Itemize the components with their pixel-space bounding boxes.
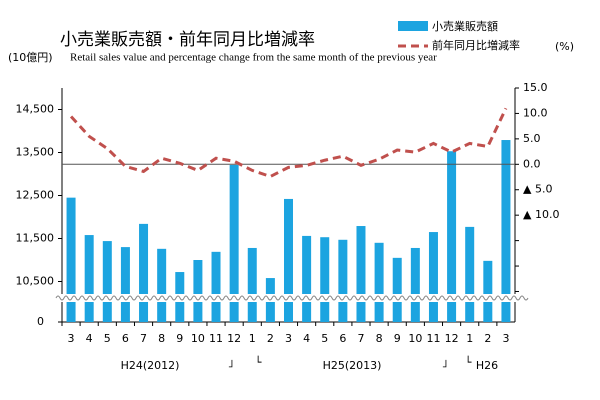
y2-tick-label: 10.0 bbox=[523, 106, 548, 119]
y-tick-label: 13,500 bbox=[16, 146, 55, 159]
x-tick-label: 8 bbox=[158, 332, 165, 345]
x-tick-label: 11 bbox=[209, 332, 223, 345]
chart-title: 小売業販売額・前年同月比増減率 bbox=[60, 30, 315, 50]
bar bbox=[84, 235, 94, 322]
x-tick-label: 7 bbox=[140, 332, 147, 345]
bar bbox=[120, 247, 130, 322]
chart-subtitle: Retail sales value and percentage change… bbox=[70, 52, 437, 64]
bar bbox=[211, 251, 221, 322]
bar bbox=[447, 151, 457, 322]
bar bbox=[465, 226, 475, 322]
x-tick-label: 8 bbox=[376, 332, 383, 345]
x-tick-label: 3 bbox=[68, 332, 75, 345]
bar bbox=[483, 260, 493, 322]
group-label: H24(2012) bbox=[121, 359, 180, 372]
y-axis-label: (10億円) bbox=[8, 51, 53, 64]
bar bbox=[139, 223, 149, 322]
y2-axis-label: (%) bbox=[555, 40, 574, 53]
bar bbox=[157, 248, 167, 322]
legend-swatch bbox=[398, 21, 428, 31]
group-mark: 」 bbox=[229, 356, 240, 369]
bar bbox=[302, 235, 312, 322]
group-label: H25(2013) bbox=[323, 359, 382, 372]
x-tick-label: 2 bbox=[484, 332, 491, 345]
x-tick-label: 6 bbox=[339, 332, 346, 345]
y-tick-label: 10,500 bbox=[16, 275, 55, 288]
bar bbox=[338, 239, 348, 322]
x-tick-label: 1 bbox=[249, 332, 256, 345]
bar bbox=[284, 198, 293, 322]
group-mark: └ bbox=[255, 355, 262, 369]
bar bbox=[374, 242, 384, 322]
x-tick-label: 12 bbox=[227, 332, 241, 345]
x-tick-label: 10 bbox=[408, 332, 422, 345]
x-tick-label: 12 bbox=[445, 332, 459, 345]
x-tick-label: 4 bbox=[303, 332, 310, 345]
y2-tick-label: 0.0 bbox=[523, 157, 541, 170]
x-tick-label: 2 bbox=[267, 332, 274, 345]
x-tick-label: 11 bbox=[426, 332, 440, 345]
x-tick-label: 6 bbox=[122, 332, 129, 345]
line-series bbox=[69, 107, 508, 179]
bar bbox=[229, 164, 239, 322]
y2-tick-label: 5.0 bbox=[523, 132, 541, 145]
x-tick-label: 5 bbox=[104, 332, 111, 345]
y2-tick-label: ▲ 5.0 bbox=[523, 183, 552, 196]
y2-tick-label: 15.0 bbox=[523, 81, 548, 94]
y-tick-label: 11,500 bbox=[16, 232, 55, 245]
x-tick-label: 4 bbox=[86, 332, 93, 345]
x-tick-label: 3 bbox=[502, 332, 509, 345]
x-tick-label: 9 bbox=[176, 332, 183, 345]
axis-break-line bbox=[55, 295, 529, 301]
bar bbox=[356, 226, 366, 322]
x-tick-label: 10 bbox=[191, 332, 205, 345]
group-label: H26 bbox=[476, 359, 498, 372]
x-tick-label: 9 bbox=[394, 332, 401, 345]
y2-tick-label: ▲ 10.0 bbox=[523, 208, 559, 221]
bar bbox=[392, 257, 402, 322]
x-tick-label: 7 bbox=[357, 332, 364, 345]
x-tick-label: 1 bbox=[466, 332, 473, 345]
legend-label: 前年同月比増減率 bbox=[432, 38, 520, 52]
bar bbox=[247, 247, 257, 322]
legend-label: 小売業販売額 bbox=[432, 20, 498, 33]
bar bbox=[410, 247, 420, 322]
y-tick-label: 0 bbox=[37, 315, 44, 328]
bar bbox=[66, 197, 76, 322]
x-tick-label: 3 bbox=[285, 332, 292, 345]
bar bbox=[320, 237, 330, 322]
y-tick-label: 12,500 bbox=[16, 189, 55, 202]
group-mark: 」 bbox=[443, 356, 454, 369]
bar bbox=[501, 140, 511, 322]
y-tick-label: 14,500 bbox=[16, 103, 55, 116]
bar bbox=[102, 241, 112, 322]
group-mark: └ bbox=[465, 355, 472, 369]
bar bbox=[193, 260, 203, 322]
bar bbox=[428, 232, 438, 322]
x-tick-label: 5 bbox=[321, 332, 328, 345]
